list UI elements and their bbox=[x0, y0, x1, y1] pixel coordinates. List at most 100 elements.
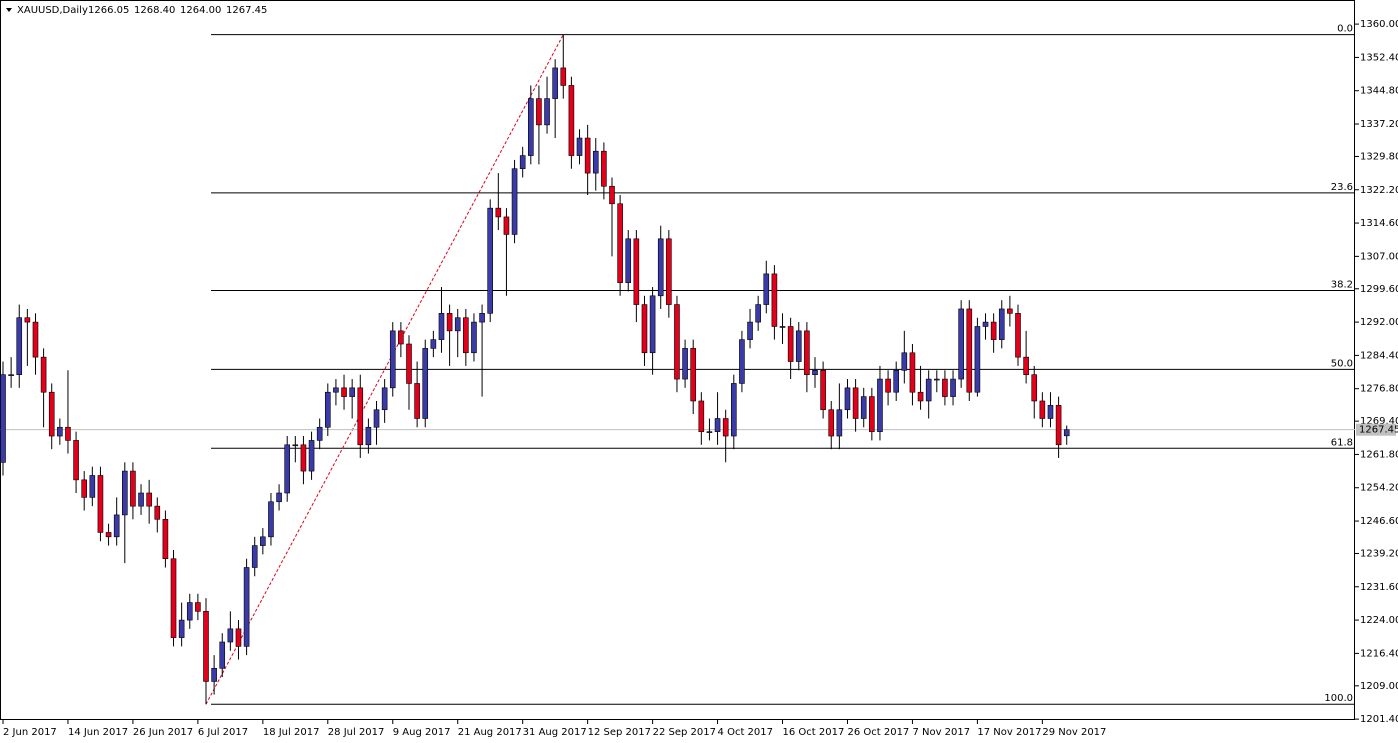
candle-body bbox=[787, 326, 794, 362]
header-low: 1264.00 bbox=[180, 5, 221, 16]
candle-body bbox=[130, 470, 136, 507]
x-tick-label: 22 Sep 2017 bbox=[653, 727, 716, 738]
candle-body bbox=[243, 567, 250, 647]
candle-body bbox=[300, 444, 307, 472]
y-tick-label: 1337.20 bbox=[1360, 119, 1398, 130]
candle-body bbox=[503, 216, 510, 235]
candle-body bbox=[406, 343, 412, 384]
header-open: 1266.05 bbox=[88, 5, 129, 16]
x-tick-label: 21 Aug 2017 bbox=[458, 727, 522, 738]
price-box-label: 1267.45 bbox=[1359, 425, 1398, 436]
candle-body bbox=[324, 391, 331, 428]
header-high: 1268.40 bbox=[134, 5, 175, 16]
x-tick-label: 2 Jun 2017 bbox=[3, 727, 57, 738]
candle-body bbox=[576, 137, 583, 156]
candle-body bbox=[869, 396, 875, 432]
candle-body bbox=[812, 369, 818, 375]
price-box bbox=[1356, 423, 1396, 436]
candle-body bbox=[584, 137, 591, 174]
fib-label: 100.0 bbox=[1324, 693, 1353, 704]
candle-body bbox=[804, 330, 810, 375]
x-tick-label: 26 Oct 2017 bbox=[847, 727, 909, 738]
fib-label: 0.0 bbox=[1337, 24, 1353, 35]
candle-body bbox=[893, 369, 900, 393]
x-tick-label: 18 Jul 2017 bbox=[263, 727, 320, 738]
candle-body bbox=[170, 558, 177, 638]
candle-body bbox=[438, 313, 445, 340]
y-tick-label: 1246.60 bbox=[1360, 516, 1398, 527]
candle-body bbox=[479, 313, 485, 323]
candle-body bbox=[1031, 374, 1038, 402]
candle-body bbox=[292, 444, 299, 447]
candle-body bbox=[592, 150, 599, 174]
candle-body bbox=[690, 348, 697, 402]
candle-body bbox=[739, 339, 745, 384]
candle-body bbox=[698, 400, 705, 432]
candle-body bbox=[227, 628, 234, 643]
candle-body bbox=[1015, 313, 1021, 358]
candle-body bbox=[982, 321, 989, 327]
candle-body bbox=[609, 185, 615, 205]
candle-body bbox=[722, 418, 729, 437]
candle-body bbox=[65, 426, 71, 441]
candle-body bbox=[235, 628, 242, 647]
candle-body bbox=[284, 444, 291, 494]
candle-body bbox=[203, 611, 209, 682]
candle-body bbox=[633, 238, 640, 305]
y-tick-label: 1307.00 bbox=[1360, 251, 1398, 262]
candle-body bbox=[251, 545, 258, 568]
candle-body bbox=[24, 317, 31, 323]
candle-body bbox=[820, 369, 826, 411]
candle-body bbox=[430, 339, 437, 349]
candle-body bbox=[0, 374, 6, 463]
candle-body bbox=[389, 330, 396, 389]
candle-body bbox=[950, 378, 956, 397]
fib-label: 23.6 bbox=[1331, 182, 1353, 193]
y-tick-label: 1269.40 bbox=[1360, 416, 1398, 427]
y-tick-label: 1201.40 bbox=[1360, 714, 1398, 725]
candle-body bbox=[276, 492, 282, 503]
candle-body bbox=[308, 440, 315, 472]
header-icon bbox=[6, 8, 12, 12]
y-tick-label: 1209.00 bbox=[1360, 681, 1398, 692]
y-tick-label: 1239.20 bbox=[1360, 548, 1398, 559]
candle-body bbox=[674, 304, 680, 380]
candle-body bbox=[446, 313, 453, 332]
candle-body bbox=[990, 321, 997, 340]
y-tick-label: 1231.60 bbox=[1360, 582, 1398, 593]
candle-body bbox=[57, 426, 63, 437]
candle-body bbox=[641, 304, 648, 354]
candle-body bbox=[966, 308, 973, 393]
candle-body bbox=[560, 67, 567, 86]
candle-body bbox=[414, 383, 420, 419]
candle-body bbox=[113, 514, 120, 538]
y-tick-label: 1352.40 bbox=[1360, 52, 1398, 63]
candle-body bbox=[730, 383, 737, 437]
candle-body bbox=[657, 238, 664, 297]
candle-body bbox=[1039, 400, 1046, 419]
candle-body bbox=[942, 378, 948, 397]
fib-trendline bbox=[205, 34, 564, 705]
candle-body bbox=[519, 155, 526, 170]
candle-body bbox=[828, 409, 835, 437]
candle-body bbox=[211, 667, 217, 682]
y-tick-label: 1329.80 bbox=[1360, 151, 1398, 162]
candle-body bbox=[714, 418, 721, 432]
candle-body bbox=[682, 348, 688, 380]
y-tick-label: 1224.00 bbox=[1360, 615, 1398, 626]
candle-body bbox=[998, 308, 1005, 340]
candle-body bbox=[398, 330, 404, 345]
candle-body bbox=[885, 378, 891, 393]
candle-body bbox=[974, 326, 981, 393]
candle-body bbox=[909, 352, 916, 393]
header-close: 1267.45 bbox=[226, 5, 267, 16]
x-tick-label: 9 Aug 2017 bbox=[393, 727, 451, 738]
y-tick-label: 1284.40 bbox=[1360, 350, 1398, 361]
candle-body bbox=[877, 378, 883, 432]
fib-label: 50.0 bbox=[1331, 358, 1353, 369]
candle-body bbox=[373, 409, 380, 428]
candle-body bbox=[860, 396, 867, 419]
candle-body bbox=[471, 321, 477, 354]
x-tick-label: 17 Nov 2017 bbox=[977, 727, 1041, 738]
candle-body bbox=[341, 387, 347, 397]
